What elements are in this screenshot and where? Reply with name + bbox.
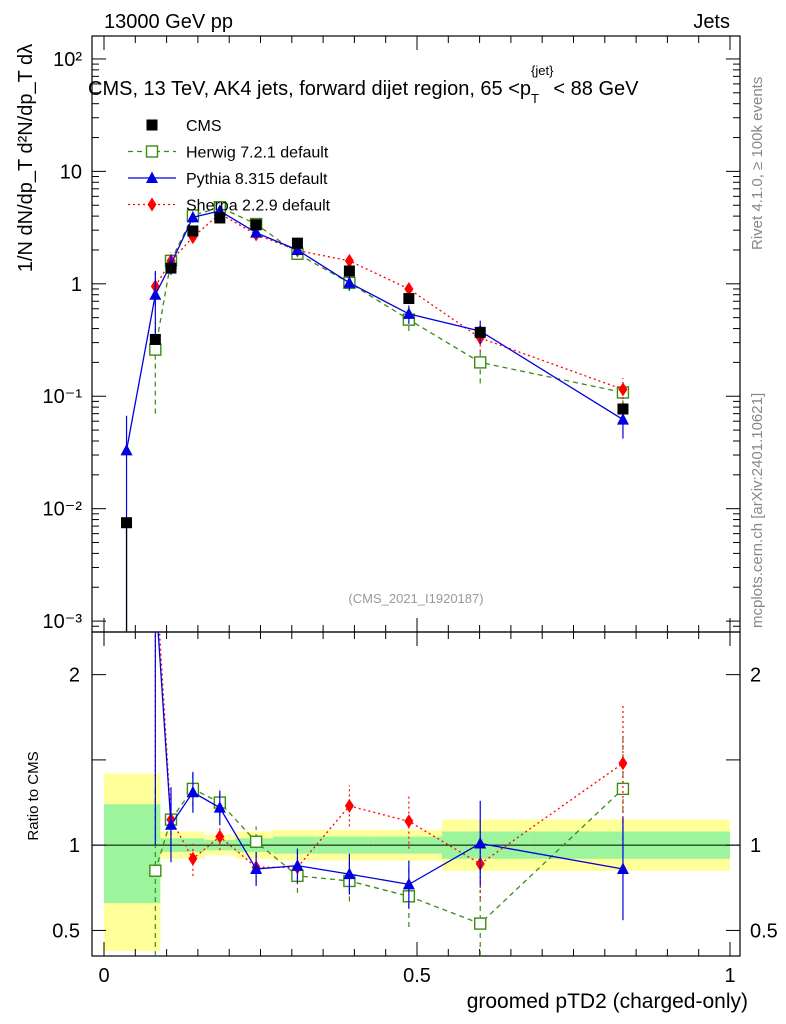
main-y-tick-label: 10 [60, 161, 82, 183]
side-label-top: Rivet 4.1.0, ≥ 100k events [749, 77, 766, 250]
plot-title-sup: {jet} [531, 63, 554, 78]
marker-cms [474, 326, 486, 338]
marker-cms [403, 293, 415, 305]
marker-sherpa [618, 382, 628, 397]
analysis-id: (CMS_2021_I1920187) [348, 591, 483, 606]
marker-cms [149, 333, 161, 345]
marker-sherpa [147, 197, 157, 212]
ratio-frame [91, 631, 741, 957]
ratio-y-tick-label-right: 0.5 [750, 920, 778, 942]
ratio-band-inner [104, 804, 161, 904]
main-panel: 10⁻³ 10⁻² 10⁻¹ 1 10 10² CMS Herwig 7.2.1 defaul… [43, 35, 741, 633]
plot-title-main: CMS, 13 TeV, AK4 jets, forward dijet reg… [88, 78, 531, 100]
main-y-tick-label: 10⁻¹ [43, 386, 83, 408]
marker-herwig [249, 835, 263, 848]
marker-sherpa [404, 281, 414, 296]
marker-pythia [186, 210, 199, 223]
marker-pythia [474, 836, 487, 849]
marker-sherpa [618, 756, 628, 771]
marker-cms [187, 225, 199, 237]
marker-herwig [145, 145, 159, 158]
marker-cms [617, 403, 629, 415]
ratio-y-tick-label-right: 2 [750, 665, 761, 687]
marker-pythia [402, 877, 415, 890]
series-line-sherpa [154, 212, 624, 391]
marker-herwig [149, 343, 162, 356]
legend: CMS Herwig 7.2.1 default Pythia 8.315 defa… [128, 118, 331, 215]
marker-cms [214, 212, 226, 224]
x-tick-label: 0 [98, 965, 109, 987]
marker-pythia [250, 862, 263, 875]
series-pythia [120, 204, 629, 632]
plot-title-sub: T [531, 91, 539, 106]
marker-pythia [164, 818, 177, 830]
main-y-tick-label: 10² [53, 49, 82, 71]
x-tick-label: 0.5 [403, 965, 431, 987]
marker-sherpa [344, 253, 354, 268]
marker-pythia [343, 867, 356, 880]
marker-pythia [616, 862, 629, 875]
marker-sherpa [215, 829, 225, 844]
marker-herwig [616, 782, 630, 796]
legend-label-herwig: Herwig 7.2.1 default [186, 145, 329, 162]
marker-cms [250, 219, 262, 231]
marker-pythia [291, 243, 304, 255]
x-axis-label: groomed pTD2 (charged-only) [467, 990, 748, 1013]
y-axis-label-main-text: 1/N dN/dp_T d²N/dp_T dλ [15, 44, 37, 272]
marker-cms [343, 265, 355, 277]
marker-pythia [402, 307, 415, 319]
main-y-tick-label: 1 [71, 274, 82, 296]
marker-cms [146, 119, 158, 131]
main-y-tick-label: 10⁻³ [43, 611, 83, 633]
marker-pythia [616, 413, 629, 425]
marker-cms [165, 262, 177, 274]
ratio-y-tick-label: 2 [69, 665, 80, 687]
ratio-panel: 0.5 0.5 1 1 2 2 0 0.5 1 [52, 631, 778, 987]
marker-pythia [186, 785, 199, 798]
marker-herwig [149, 864, 162, 877]
legend-label-pythia: Pythia 8.315 default [186, 171, 328, 188]
plot-title: CMS, 13 TeV, AK4 jets, forward dijet reg… [88, 63, 639, 106]
plot-title-tail: < 88 GeV [553, 78, 639, 100]
series-pythia [154, 632, 629, 921]
legend-label-sherpa: Sherpa 2.2.9 default [186, 198, 331, 215]
series-line-herwig [154, 788, 624, 925]
marker-herwig [474, 356, 487, 369]
marker-pythia [213, 801, 226, 813]
y-axis-label-main: 1/N dN/dp_T d²N/dp_T dλ [15, 44, 37, 272]
marker-pythia [250, 226, 263, 238]
marker-cms [291, 237, 303, 249]
marker-pythia [146, 171, 158, 183]
marker-sherpa [188, 851, 198, 866]
ratio-y-tick-label: 0.5 [52, 920, 80, 942]
side-label-bottom: mcplots.cern.ch [arXiv:2401.10621] [749, 393, 766, 628]
marker-pythia [120, 443, 133, 456]
marker-sherpa [344, 798, 354, 813]
marker-pythia [343, 276, 356, 288]
marker-herwig [474, 917, 487, 930]
header-right: Jets [693, 11, 730, 33]
legend-label-cms: CMS [186, 118, 222, 135]
marker-pythia [149, 288, 162, 300]
series-cms [121, 212, 629, 632]
header-left: 13000 GeV pp [104, 11, 233, 33]
y-axis-label-ratio: Ratio to CMS [25, 751, 42, 840]
ratio-y-tick-label-right: 1 [750, 835, 761, 857]
x-tick-label: 1 [724, 965, 735, 987]
marker-cms [121, 517, 133, 529]
series-line-herwig [154, 206, 624, 394]
marker-sherpa [404, 814, 414, 829]
ratio-y-tick-label: 1 [69, 835, 80, 857]
marker-pythia [291, 859, 304, 871]
main-y-tick-label: 10⁻² [43, 499, 83, 521]
